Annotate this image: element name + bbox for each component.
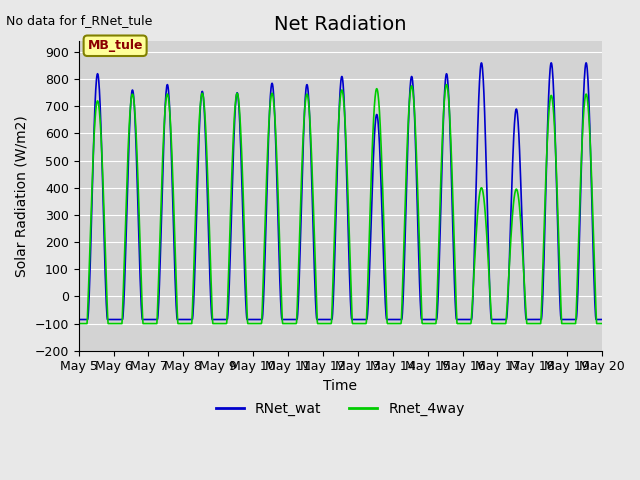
RNet_wat [582, 60, 590, 66]
Title: Net Radiation: Net Radiation [274, 15, 406, 34]
X-axis label: Time: Time [323, 379, 357, 393]
RNet_wat [422, 317, 429, 323]
Rnet_4way [536, 321, 544, 326]
RNet_wat [598, 317, 606, 323]
RNet_wat [179, 317, 186, 323]
Rnet_4way [75, 321, 83, 326]
Text: No data for f_RNet_tule: No data for f_RNet_tule [6, 14, 153, 27]
Rnet_4way [422, 321, 429, 326]
Rnet_4way [250, 321, 257, 326]
RNet_wat [75, 317, 83, 323]
Y-axis label: Solar Radiation (W/m2): Solar Radiation (W/m2) [15, 115, 29, 277]
RNet_wat [191, 261, 199, 266]
Rnet_4way [490, 321, 498, 326]
RNet_wat [250, 317, 257, 323]
Rnet_4way [443, 82, 451, 87]
Line: RNet_wat: RNet_wat [79, 63, 602, 320]
RNet_wat [490, 317, 497, 323]
Text: MB_tule: MB_tule [88, 39, 143, 52]
Line: Rnet_4way: Rnet_4way [79, 84, 602, 324]
RNet_wat [536, 317, 544, 323]
Rnet_4way [598, 321, 606, 326]
Rnet_4way [179, 321, 186, 326]
Rnet_4way [191, 227, 199, 233]
Legend: RNet_wat, Rnet_4way: RNet_wat, Rnet_4way [211, 396, 470, 421]
